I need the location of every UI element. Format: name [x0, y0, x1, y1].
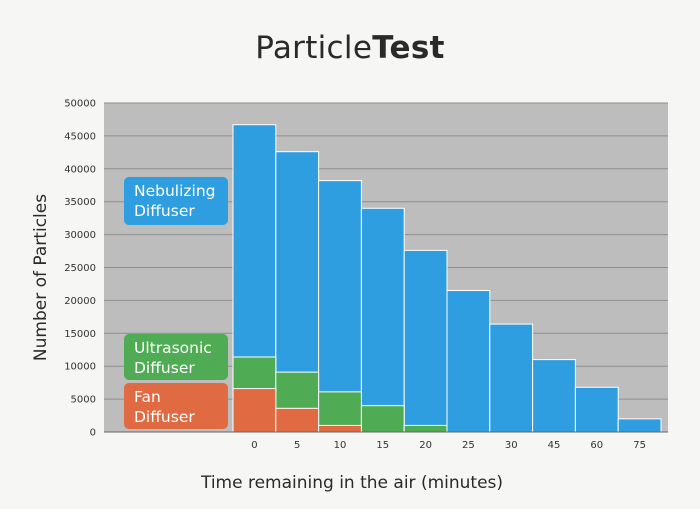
legend-label: Diffuser	[134, 359, 195, 377]
y-tick-label: 45000	[64, 131, 96, 142]
legend-label: Ultrasonic	[134, 339, 212, 357]
bar-ultrasonic-diffuser	[403, 424, 448, 433]
x-tick-label: 25	[462, 440, 475, 451]
y-tick-label: 25000	[64, 263, 96, 274]
y-tick-label: 50000	[64, 99, 96, 110]
x-tick-label: 15	[376, 440, 389, 451]
bar-nebulizing-diffuser	[446, 290, 491, 433]
y-tick-label: 40000	[64, 164, 96, 175]
y-tick-label: 30000	[64, 230, 96, 241]
legend-swatch	[124, 334, 228, 380]
x-tick-label: 10	[334, 440, 347, 451]
y-tick-label: 35000	[64, 197, 96, 208]
y-axis-label: Number of Particles	[31, 194, 51, 361]
legend-label: Nebulizing	[134, 182, 216, 200]
legend-item: Fan Diffuser	[124, 383, 228, 429]
legend-swatch	[124, 383, 228, 429]
x-tick-label: 60	[590, 440, 603, 451]
bar-ultrasonic-diffuser	[360, 405, 405, 433]
x-tick-label: 5	[294, 440, 300, 451]
bar-fan-diffuser	[275, 407, 320, 433]
y-tick-label: 20000	[64, 296, 96, 307]
bar-nebulizing-diffuser	[489, 323, 534, 433]
legend-swatch	[124, 177, 228, 225]
y-tick-label: 0	[90, 428, 96, 439]
chart-title-light: Particle	[255, 30, 373, 66]
bar-fan-diffuser	[318, 424, 362, 433]
x-tick-label: 75	[633, 440, 646, 451]
bar-nebulizing-diffuser	[360, 207, 405, 433]
bar-nebulizing-diffuser	[532, 359, 576, 433]
x-tick-label: 0	[251, 440, 257, 451]
bar-fan-diffuser	[232, 388, 277, 433]
bar-nebulizing-diffuser	[318, 180, 362, 433]
chart-title-bold: Test	[372, 30, 445, 66]
y-tick-label: 10000	[64, 362, 96, 373]
bar-nebulizing-diffuser	[403, 249, 448, 433]
legend-label: Diffuser	[134, 202, 195, 220]
legend-item: Nebulizing Diffuser	[124, 177, 228, 225]
legend-label: Diffuser	[134, 408, 195, 426]
chart-title: ParticleTest	[0, 30, 700, 66]
bar-nebulizing-diffuser	[574, 386, 619, 433]
x-tick-label: 30	[505, 440, 518, 451]
bar-nebulizing-diffuser	[617, 418, 662, 433]
x-tick-label: 20	[419, 440, 432, 451]
x-tick-label: 45	[548, 440, 561, 451]
y-tick-label: 5000	[71, 395, 96, 406]
y-tick-label: 15000	[64, 329, 96, 340]
legend-label: Fan	[134, 388, 161, 406]
x-axis-label: Time remaining in the air (minutes)	[200, 473, 503, 493]
legend-item: Ultrasonic Diffuser	[124, 334, 228, 380]
